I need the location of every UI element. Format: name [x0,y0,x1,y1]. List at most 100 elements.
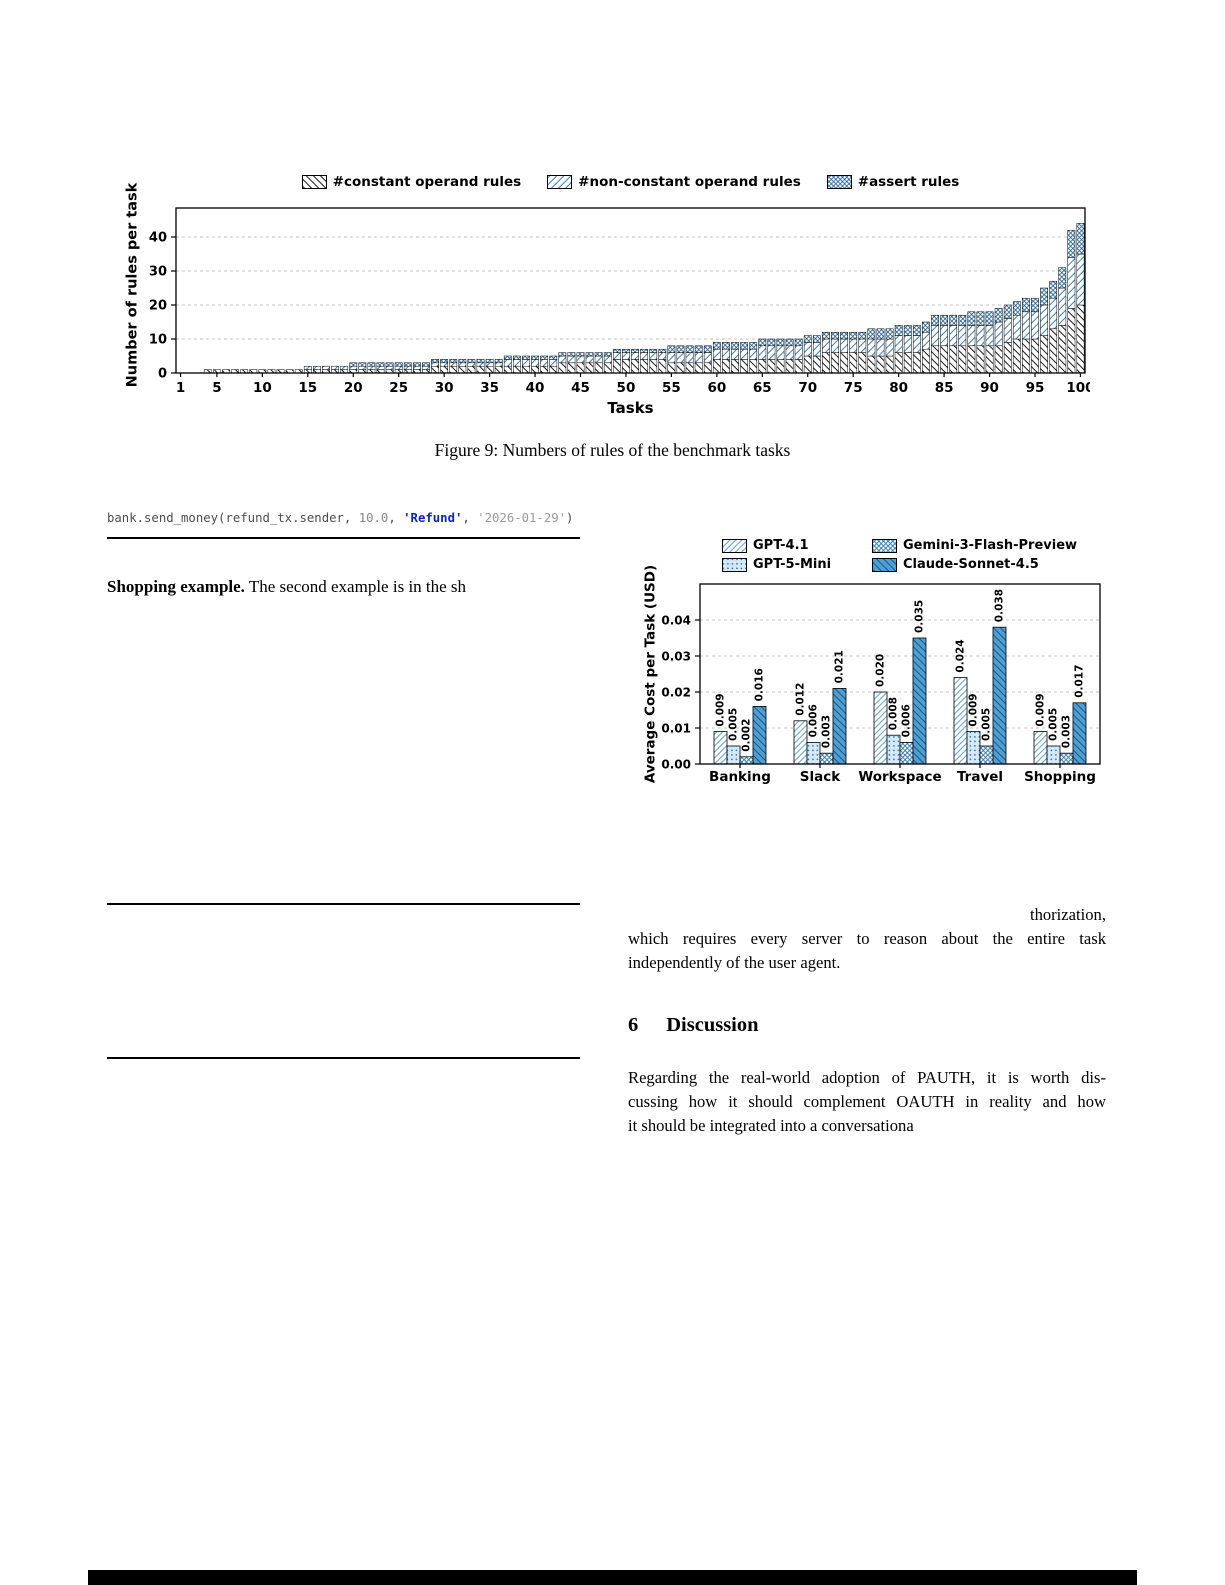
svg-text:45: 45 [571,380,590,396]
figure9-caption: Figure 9: Numbers of rules of the benchm… [434,440,791,460]
svg-text:0.024: 0.024 [955,639,967,672]
code-number: 10.0 [358,511,389,525]
legend-label: GPT-5-Mini [753,557,832,572]
legend-item-gemini: Gemini-3-Flash-Preview [872,538,1077,553]
stacked-bars [203,223,1085,374]
code-sep: , [462,511,478,525]
svg-text:20: 20 [344,380,363,396]
svg-text:Banking: Banking [709,769,771,785]
svg-text:0.006: 0.006 [808,704,820,737]
svg-text:40: 40 [526,380,545,396]
shopping-example-paragraph: Shopping example. The second example is … [107,577,585,597]
svg-text:85: 85 [935,380,954,396]
svg-text:0.016: 0.016 [754,668,766,701]
svg-text:95: 95 [1026,380,1045,396]
svg-text:50: 50 [617,380,636,396]
svg-text:Travel: Travel [957,769,1003,785]
svg-text:0.005: 0.005 [981,708,993,741]
svg-text:60: 60 [707,380,726,396]
gridlines [700,619,1100,729]
svg-text:0.005: 0.005 [1048,708,1060,741]
code-string-refund: 'Refund' [403,511,463,525]
svg-text:25: 25 [389,380,408,396]
svg-text:Shopping: Shopping [1024,769,1096,785]
legend-item-gpt5mini: GPT-5-Mini [722,557,862,572]
code-snippet: bank.send_money(refund_tx.sender, 10.0, … [107,511,573,525]
figure9-y-axis-label: Number of rules per task [124,182,141,388]
svg-text:65: 65 [753,380,772,396]
section-heading-discussion: 6 Discussion [628,1014,759,1037]
discussion-paragraph: Regarding the real-world adoption of PAU… [628,1066,1106,1138]
section-title: Discussion [666,1014,759,1036]
paragraph-line: which requires every server to reason ab… [628,929,1106,948]
shopping-example-lead: Shopping example. [107,577,245,596]
svg-text:35: 35 [480,380,499,396]
svg-text:0.04: 0.04 [661,614,691,628]
horizontal-rule [107,537,580,539]
svg-text:20: 20 [149,299,167,314]
constant-rules-swatch-icon [301,175,327,189]
cost-chart-legend: GPT-4.1 Gemini-3-Flash-Preview GPT-5-Min… [722,538,1077,572]
svg-text:Workspace: Workspace [858,769,941,785]
svg-text:0.012: 0.012 [795,683,807,716]
assert-rules-swatch-icon [826,175,852,189]
gemini-swatch-icon [872,538,897,553]
legend-label: #assert rules [857,174,960,190]
legend-label: Gemini-3-Flash-Preview [903,538,1078,553]
legend-item-assert-rules: #assert rules [826,174,960,190]
svg-text:5: 5 [212,380,221,396]
svg-text:70: 70 [798,380,817,396]
code-sep: , [388,511,404,525]
code-string-date: '2026-01-29' [477,511,567,525]
svg-text:0.009: 0.009 [715,693,727,726]
svg-text:30: 30 [435,380,454,396]
gridlines [176,236,1085,340]
svg-text:0.003: 0.003 [821,715,833,748]
horizontal-rule [107,903,580,905]
legend-item-gpt41: GPT-4.1 [722,538,862,553]
legend-label: #non-constant operand rules [578,174,801,190]
svg-text:0.003: 0.003 [1061,715,1073,748]
svg-text:90: 90 [980,380,999,396]
svg-text:0.01: 0.01 [661,722,691,736]
svg-text:0.02: 0.02 [661,686,691,700]
right-column-paragraph: thorization, which requires every server… [628,903,1106,975]
nonconstant-rules-swatch-icon [547,175,573,189]
gpt41-swatch-icon [722,538,747,553]
svg-text:0.038: 0.038 [994,589,1006,622]
figure9-x-axis-label: Tasks [607,399,654,417]
svg-text:100: 100 [1066,380,1090,396]
svg-text:15: 15 [298,380,317,396]
paragraph-line: thorization, [1029,905,1106,924]
svg-text:0.017: 0.017 [1074,665,1086,698]
svg-text:40: 40 [149,231,167,246]
svg-text:0.021: 0.021 [834,650,846,683]
legend-item-constant-rules: #constant operand rules [301,174,522,190]
svg-text:0.00: 0.00 [661,758,691,772]
svg-text:0.020: 0.020 [875,654,887,687]
legend-item-claude: Claude-Sonnet-4.5 [872,557,1077,572]
code-call: bank.send_money(refund_tx.sender, [107,511,359,525]
gpt5mini-swatch-icon [722,557,747,572]
section-number: 6 [628,1014,639,1036]
svg-text:0.03: 0.03 [661,650,691,664]
svg-text:0.005: 0.005 [728,708,740,741]
axes: 0.00 0.01 0.02 0.03 0.04 Banking Slack Workspac… [661,583,1101,785]
svg-text:10: 10 [149,333,167,348]
svg-text:0.008: 0.008 [888,697,900,730]
code-close-paren: ) [566,511,574,525]
svg-text:Slack: Slack [800,769,841,785]
page-bottom-figure-edge [88,1570,1137,1585]
figure9-legend: #constant operand rules #non-constant op… [176,174,1085,190]
legend-label: #constant operand rules [332,174,522,190]
svg-text:0.006: 0.006 [901,704,913,737]
horizontal-rule [107,1057,580,1059]
svg-text:30: 30 [149,265,167,280]
paragraph-line: Regarding the real-world adoption of PAU… [628,1068,1106,1087]
svg-text:0.009: 0.009 [968,693,980,726]
legend-label: GPT-4.1 [753,538,809,553]
